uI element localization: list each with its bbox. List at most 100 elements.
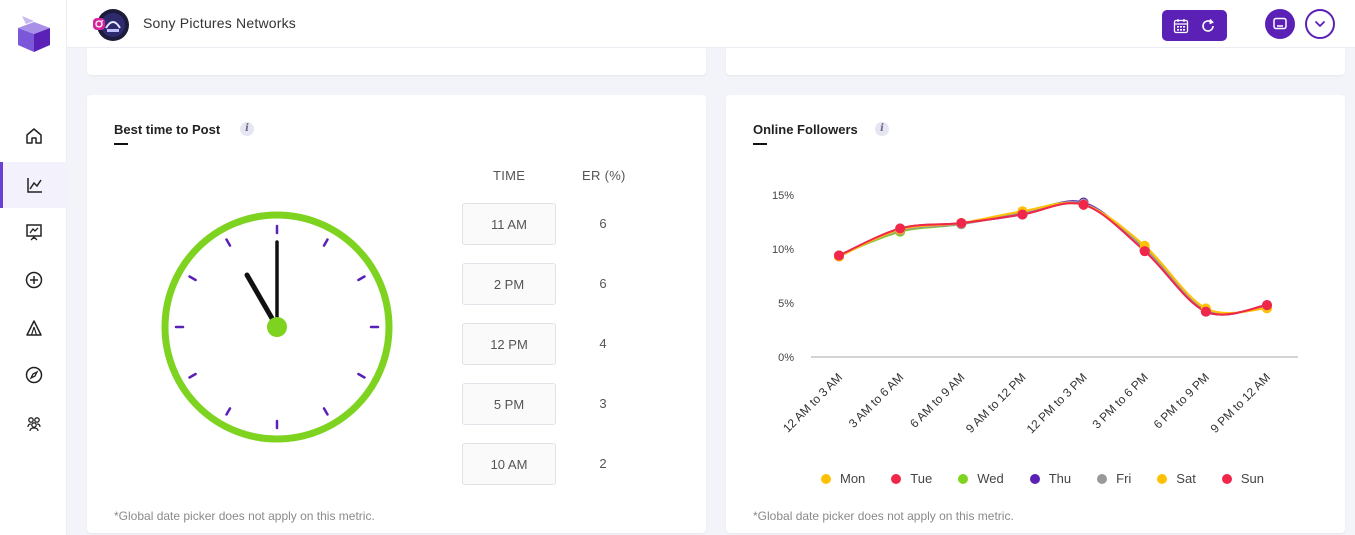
clock-tick: [357, 372, 366, 379]
data-point-sun[interactable]: [895, 223, 906, 234]
y-tick-label: 0%: [778, 352, 794, 364]
line-chart-icon: [27, 178, 42, 193]
data-point-sun[interactable]: [956, 218, 967, 229]
compass-icon: [25, 366, 42, 384]
legend-item-fri[interactable]: Fri: [1097, 471, 1131, 486]
brand-avatar[interactable]: [91, 8, 131, 42]
series-line-wed: [838, 200, 1268, 315]
x-tick-label: 9 AM to 12 PM: [963, 370, 1029, 436]
er-column-header: ER (%): [582, 168, 626, 183]
title-underline: [753, 143, 767, 145]
legend-item-mon[interactable]: Mon: [821, 471, 865, 486]
sidebar-item-add[interactable]: [0, 257, 67, 303]
title-underline: [114, 143, 128, 145]
x-tick-label: 9 PM to 12 AM: [1208, 370, 1274, 436]
er-value: 3: [599, 396, 607, 411]
legend-item-sat[interactable]: Sat: [1157, 471, 1196, 486]
time-cell: 2 PM: [462, 263, 556, 305]
er-value: 6: [599, 216, 607, 231]
clock-tick: [225, 407, 232, 416]
online-followers-title: Online Followers: [753, 122, 858, 137]
clock-ring: [161, 211, 393, 443]
clock-tick: [322, 407, 329, 416]
legend-item-tue[interactable]: Tue: [891, 471, 932, 486]
info-icon[interactable]: i: [240, 122, 254, 136]
legend-dot: [1221, 473, 1232, 484]
clock-tick: [225, 238, 232, 247]
er-value: 6: [599, 276, 607, 291]
legend-item-sun[interactable]: Sun: [1221, 471, 1264, 486]
presentation-icon: [25, 224, 42, 241]
time-cell: 11 AM: [462, 203, 556, 245]
calendar-icon[interactable]: [1170, 15, 1192, 37]
previous-card-left: [87, 48, 706, 75]
legend-item-wed[interactable]: Wed: [958, 471, 1004, 486]
clock-center: [267, 317, 287, 337]
data-point-sun[interactable]: [1078, 199, 1089, 210]
clock-graphic: [161, 211, 393, 443]
x-tick-label: 6 PM to 9 PM: [1151, 370, 1212, 431]
time-cell: 10 AM: [462, 443, 556, 485]
legend-dot: [891, 473, 902, 484]
series-line-sun: [838, 202, 1268, 316]
legend-dot: [1029, 473, 1040, 484]
legend-dot: [1097, 473, 1108, 484]
clock-tick: [357, 275, 366, 282]
sidebar-item-reports[interactable]: [0, 209, 67, 255]
legend-item-thu[interactable]: Thu: [1029, 471, 1072, 486]
data-point-sun[interactable]: [1200, 306, 1211, 317]
legend-label: Mon: [840, 471, 866, 486]
previous-card-right: [726, 48, 1345, 75]
data-point-sun[interactable]: [1262, 300, 1272, 311]
app-logo-icon[interactable]: [14, 14, 54, 54]
date-refresh-group: [1162, 10, 1227, 41]
legend-dot: [1157, 473, 1168, 484]
x-tick-label: 3 PM to 6 PM: [1090, 370, 1151, 431]
series-line-sat: [838, 201, 1268, 315]
data-point-sun[interactable]: [1017, 209, 1028, 220]
legend-label: Thu: [1048, 471, 1072, 486]
y-tick-label: 5%: [778, 298, 794, 310]
footnote: *Global date picker does not apply on th…: [753, 509, 1014, 523]
refresh-icon[interactable]: [1197, 15, 1219, 37]
series-line-thu: [838, 200, 1268, 316]
legend-dot: [958, 473, 969, 484]
series-line-mon: [838, 202, 1268, 316]
online-followers-chart: 0% 5% 10% 15% 12 AM to 3 AM 3 AM to 6 AM 6 AM …: [772, 190, 1298, 436]
sidebar-item-campaigns[interactable]: [0, 305, 67, 351]
time-cell: 12 PM: [462, 323, 556, 365]
clock-tick: [322, 238, 329, 247]
legend-label: Sun: [1240, 471, 1264, 486]
account-dropdown-button[interactable]: [1305, 9, 1335, 39]
series-line-tue: [838, 202, 1268, 316]
er-value: 4: [599, 336, 607, 351]
plus-circle-icon: [25, 271, 42, 289]
y-tick-label: 15%: [772, 190, 794, 202]
top-bar: Sony Pictures Networks: [67, 0, 1355, 48]
brand-name: Sony Pictures Networks: [143, 15, 297, 31]
best-time-card: Best time to Post i TIME ER (%) 11 AM 6 …: [87, 95, 706, 533]
chevron-down-icon: [1315, 21, 1325, 27]
time-cell: 5 PM: [462, 383, 556, 425]
info-icon[interactable]: i: [875, 122, 889, 136]
footnote: *Global date picker does not apply on th…: [114, 509, 375, 523]
legend-label: Sat: [1176, 471, 1196, 486]
tent-icon: [25, 320, 42, 336]
x-tick-label: 6 AM to 9 AM: [907, 370, 967, 430]
chat-icon: [1273, 17, 1287, 30]
sidebar-item-analytics[interactable]: [0, 162, 67, 208]
sidebar-item-home[interactable]: [0, 113, 67, 159]
people-icon: [26, 417, 41, 432]
home-icon: [25, 128, 42, 144]
sidebar-item-community[interactable]: [0, 400, 67, 446]
data-point-sun[interactable]: [834, 250, 844, 261]
chat-button[interactable]: [1265, 9, 1295, 39]
er-value: 2: [599, 456, 607, 471]
x-tick-label: 12 PM to 3 PM: [1024, 370, 1090, 436]
clock-tick: [188, 275, 197, 282]
data-point-sun[interactable]: [1139, 246, 1150, 257]
chart-legend: Mon Tue Wed Thu Fri Sat Sun: [821, 471, 1290, 486]
legend-label: Tue: [910, 471, 933, 486]
legend-label: Wed: [977, 471, 1004, 486]
sidebar-item-discover[interactable]: [0, 352, 67, 398]
